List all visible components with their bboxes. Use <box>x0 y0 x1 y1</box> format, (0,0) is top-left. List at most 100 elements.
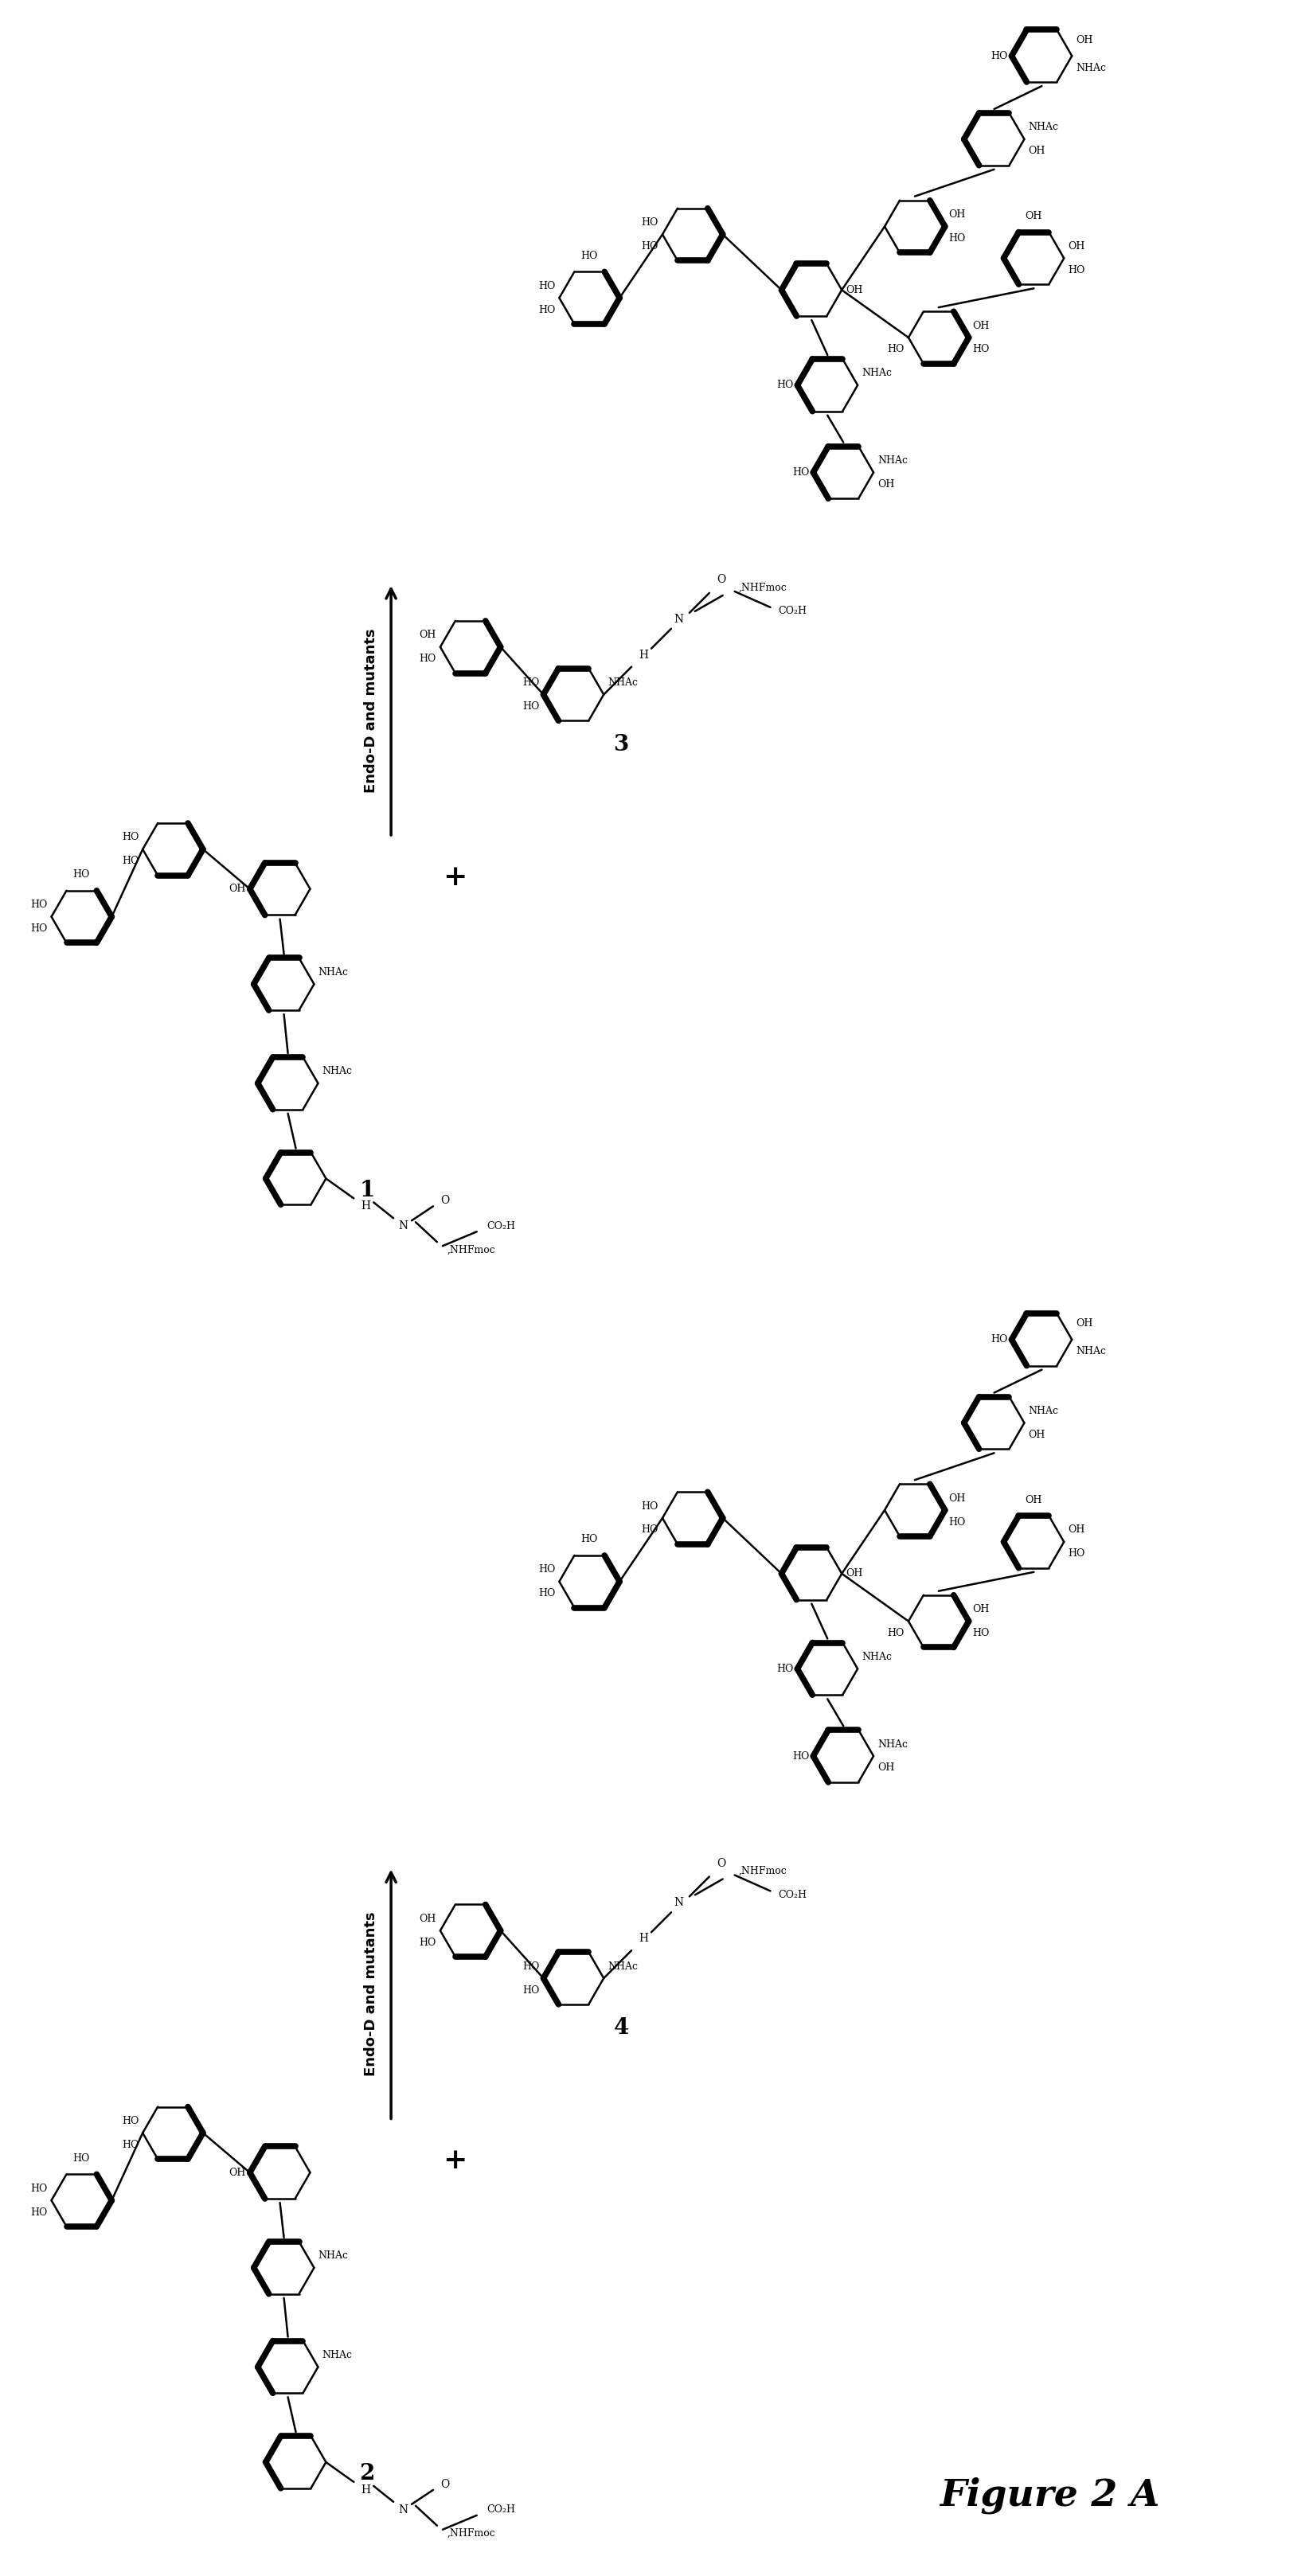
Text: HO: HO <box>73 871 90 881</box>
Text: HO: HO <box>888 345 905 355</box>
Text: CO₂H: CO₂H <box>779 605 806 616</box>
Text: HO: HO <box>538 281 555 291</box>
Text: HO: HO <box>419 1937 436 1947</box>
Text: +: + <box>442 2148 466 2174</box>
Text: HO: HO <box>122 2115 139 2125</box>
Text: OH: OH <box>1076 36 1093 46</box>
Text: Figure 2 A: Figure 2 A <box>940 2478 1160 2514</box>
Text: HO: HO <box>949 234 966 245</box>
Text: 3: 3 <box>614 734 628 755</box>
Text: NHAc: NHAc <box>1029 1406 1059 1417</box>
Text: OH: OH <box>877 1762 894 1772</box>
Text: HO: HO <box>30 922 47 933</box>
Text: OH: OH <box>1076 1319 1093 1329</box>
Text: NHAc: NHAc <box>877 1739 907 1749</box>
Text: HO: HO <box>122 832 139 842</box>
Text: OH: OH <box>1025 1494 1042 1504</box>
Text: OH: OH <box>877 479 894 489</box>
Text: OH: OH <box>949 1494 966 1504</box>
Text: HO: HO <box>581 1535 598 1546</box>
Text: Endo-D and mutants: Endo-D and mutants <box>364 1911 378 2076</box>
Text: N: N <box>398 2504 408 2514</box>
Text: OH: OH <box>419 631 436 641</box>
Text: NHAc: NHAc <box>1076 62 1106 72</box>
Text: HO: HO <box>30 2208 47 2218</box>
Text: H: H <box>361 1200 370 1211</box>
Text: ,NHFmoc: ,NHFmoc <box>738 582 787 592</box>
Text: ,NHFmoc: ,NHFmoc <box>448 2530 496 2540</box>
Text: HO: HO <box>122 2141 139 2151</box>
Text: O: O <box>441 1195 449 1206</box>
Text: OH: OH <box>229 884 246 894</box>
Text: NHAc: NHAc <box>1076 1347 1106 1358</box>
Text: HO: HO <box>1068 1548 1085 1558</box>
Text: HO: HO <box>776 1664 793 1674</box>
Text: NHAc: NHAc <box>861 1651 891 1662</box>
Text: HO: HO <box>973 1628 990 1638</box>
Text: 2: 2 <box>360 2463 374 2486</box>
Text: ,NHFmoc: ,NHFmoc <box>738 1865 787 1875</box>
Text: HO: HO <box>30 2184 47 2195</box>
Text: CO₂H: CO₂H <box>487 2504 516 2514</box>
Text: HO: HO <box>641 242 658 252</box>
Text: O: O <box>717 574 725 585</box>
Text: HO: HO <box>122 855 139 866</box>
Text: HO: HO <box>973 345 990 355</box>
Text: HO: HO <box>73 2154 90 2164</box>
Text: HO: HO <box>991 1334 1008 1345</box>
Text: HO: HO <box>538 304 555 314</box>
Text: 4: 4 <box>614 2017 628 2040</box>
Text: O: O <box>441 2478 449 2491</box>
Text: HO: HO <box>538 1589 555 1600</box>
Text: HO: HO <box>30 899 47 909</box>
Text: N: N <box>674 1899 683 1909</box>
Text: HO: HO <box>792 1752 809 1762</box>
Text: HO: HO <box>522 701 539 711</box>
Text: OH: OH <box>846 286 863 296</box>
Text: HO: HO <box>538 1564 555 1574</box>
Text: HO: HO <box>419 654 436 665</box>
Text: NHAc: NHAc <box>607 677 637 688</box>
Text: HO: HO <box>776 381 793 392</box>
Text: NHAc: NHAc <box>322 2349 352 2360</box>
Text: NHAc: NHAc <box>877 456 907 466</box>
Text: OH: OH <box>949 209 966 219</box>
Text: NHAc: NHAc <box>1029 121 1059 131</box>
Text: OH: OH <box>1029 1430 1046 1440</box>
Text: HO: HO <box>991 52 1008 62</box>
Text: CO₂H: CO₂H <box>779 1891 806 1901</box>
Text: HO: HO <box>641 1525 658 1535</box>
Text: OH: OH <box>846 1569 863 1579</box>
Text: Endo-D and mutants: Endo-D and mutants <box>364 629 378 793</box>
Text: HO: HO <box>522 1960 539 1971</box>
Text: NHAc: NHAc <box>861 368 891 379</box>
Text: N: N <box>398 1221 408 1231</box>
Text: OH: OH <box>1068 1525 1085 1535</box>
Text: OH: OH <box>1068 242 1085 252</box>
Text: OH: OH <box>973 1605 990 1615</box>
Text: OH: OH <box>419 1914 436 1924</box>
Text: NHAc: NHAc <box>318 2251 348 2262</box>
Text: H: H <box>639 1932 648 1945</box>
Text: HO: HO <box>641 216 658 227</box>
Text: HO: HO <box>522 1986 539 1996</box>
Text: O: O <box>717 1857 725 1868</box>
Text: HO: HO <box>888 1628 905 1638</box>
Text: HO: HO <box>522 677 539 688</box>
Text: NHAc: NHAc <box>322 1066 352 1077</box>
Text: CO₂H: CO₂H <box>487 1221 516 1231</box>
Text: HO: HO <box>1068 265 1085 276</box>
Text: OH: OH <box>1029 147 1046 157</box>
Text: NHAc: NHAc <box>607 1960 637 1971</box>
Text: 1: 1 <box>360 1180 374 1200</box>
Text: NHAc: NHAc <box>318 966 348 976</box>
Text: OH: OH <box>973 319 990 330</box>
Text: HO: HO <box>949 1517 966 1528</box>
Text: OH: OH <box>1025 211 1042 222</box>
Text: +: + <box>442 863 466 891</box>
Text: ,NHFmoc: ,NHFmoc <box>448 1244 496 1255</box>
Text: HO: HO <box>792 466 809 477</box>
Text: HO: HO <box>641 1502 658 1512</box>
Text: HO: HO <box>581 250 598 260</box>
Text: H: H <box>639 649 648 659</box>
